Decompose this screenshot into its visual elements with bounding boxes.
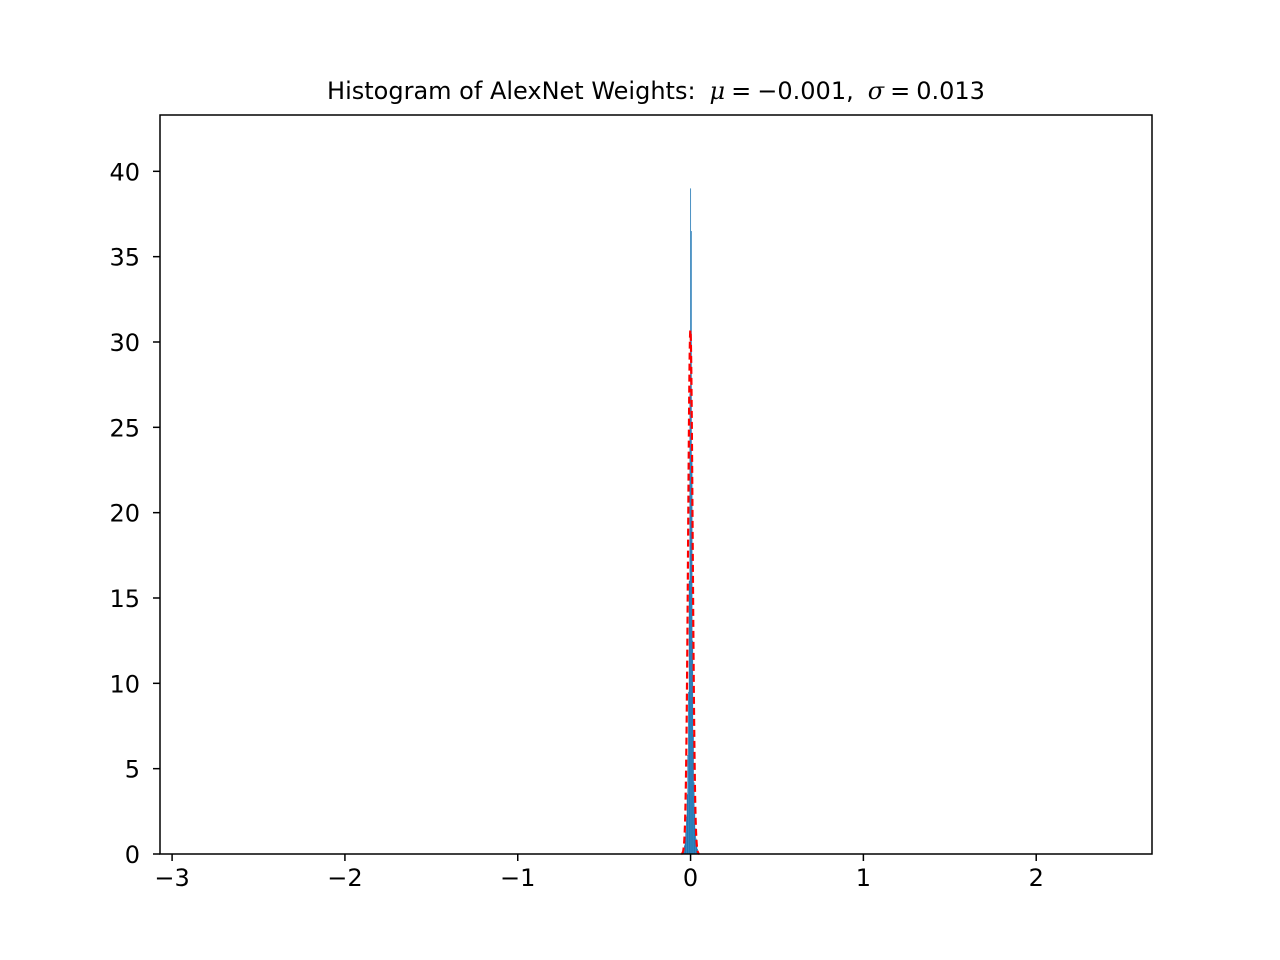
x-tick-label: −3 xyxy=(154,864,189,892)
chart-title: Histogram of AlexNet Weights: μ = −0.001, σ =… xyxy=(327,77,985,105)
plot-frame xyxy=(159,114,1153,855)
histogram-bar xyxy=(690,188,692,854)
y-tick-label: 35 xyxy=(109,244,140,272)
y-axis: 0 5 10 15 20 25 30 35 40 xyxy=(109,158,160,869)
fit-curve-layer xyxy=(681,330,700,855)
fit-curve-line xyxy=(681,330,700,855)
y-tick-label: 30 xyxy=(109,329,140,357)
histogram-bar xyxy=(693,782,695,854)
histogram-bar xyxy=(692,640,694,854)
x-tick-label: −1 xyxy=(500,864,535,892)
x-tick-label: 2 xyxy=(1029,864,1044,892)
histogram-bar xyxy=(688,580,690,854)
histogram-bar xyxy=(692,734,694,854)
histogram-bar xyxy=(696,845,698,854)
title-sigma-symbol: σ xyxy=(868,77,885,105)
histogram-bar xyxy=(686,794,688,854)
title-colon: : xyxy=(687,77,695,105)
y-tick-label: 20 xyxy=(109,500,140,528)
y-tick-label: 5 xyxy=(125,756,140,784)
y-tick-label: 0 xyxy=(125,841,140,869)
x-tick-label: 0 xyxy=(683,864,698,892)
y-tick-label: 40 xyxy=(109,158,140,186)
histogram-bar xyxy=(685,831,687,854)
x-tick-label: −2 xyxy=(327,864,362,892)
histogram-bar xyxy=(687,755,689,854)
histogram-bar xyxy=(688,691,689,854)
y-tick-label: 25 xyxy=(109,414,140,442)
histogram-bar xyxy=(691,461,693,854)
histogram-bar xyxy=(694,811,696,854)
y-tick-label: 10 xyxy=(109,670,140,698)
x-tick-label: 1 xyxy=(856,864,871,892)
histogram-bar xyxy=(686,816,687,854)
title-mu-symbol: μ xyxy=(710,77,726,105)
histogram-bar xyxy=(690,231,692,854)
title-mu-value: −0.001 xyxy=(757,77,846,105)
title-sigma-value: 0.013 xyxy=(916,77,985,105)
title-prefix: Histogram of AlexNet Weights xyxy=(327,77,687,105)
histogram-bar xyxy=(689,393,691,854)
x-axis: −3 −2 −1 0 1 2 xyxy=(154,854,1044,892)
histogram-bars xyxy=(683,188,698,854)
y-tick-label: 15 xyxy=(109,585,140,613)
histogram-bar xyxy=(684,840,686,854)
